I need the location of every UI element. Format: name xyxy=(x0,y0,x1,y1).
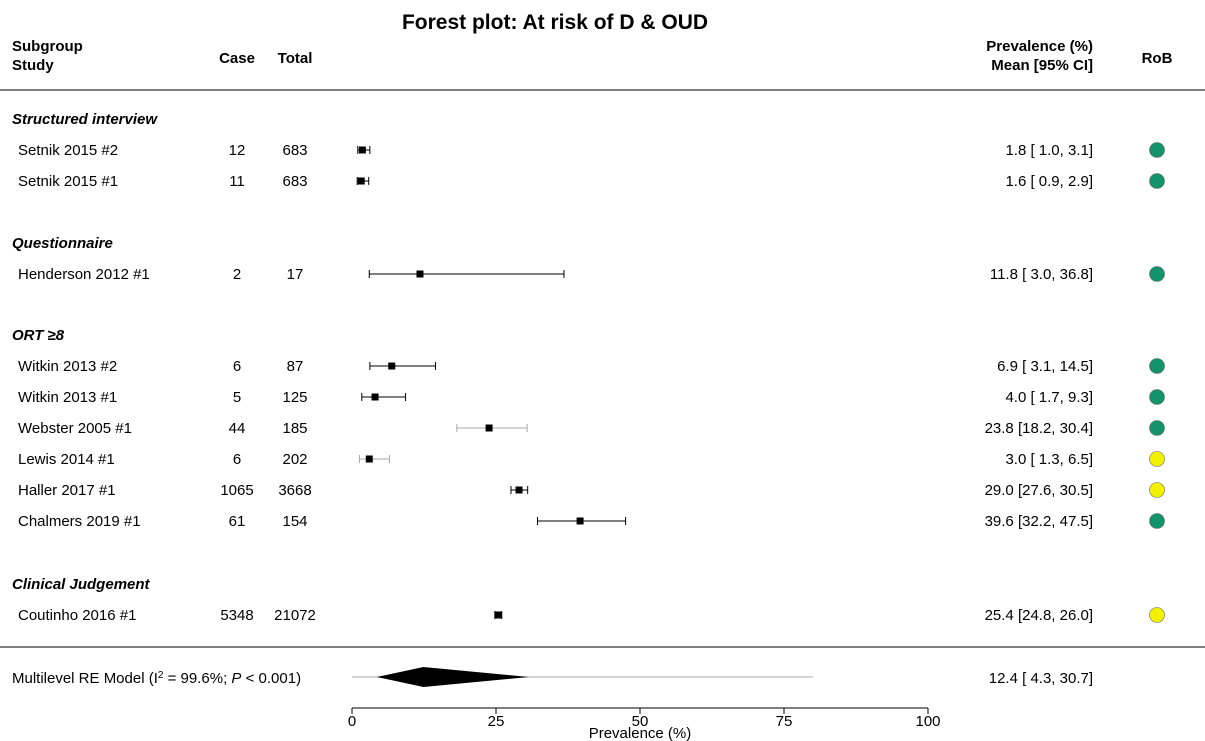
total-count: 154 xyxy=(282,513,307,530)
ci-text: 4.0 [ 1.7, 9.3] xyxy=(1005,389,1093,406)
total-count: 185 xyxy=(282,420,307,437)
ci-text: 1.8 [ 1.0, 3.1] xyxy=(1005,142,1093,159)
ci-text: 25.4 [24.8, 26.0] xyxy=(985,607,1093,624)
point-estimate xyxy=(576,517,584,525)
summary-label: Multilevel RE Model (I2 = 99.6%; P < 0.0… xyxy=(12,670,301,688)
subgroup-label: ORT ≥8 xyxy=(12,327,65,344)
point-estimate xyxy=(371,393,379,401)
total-count: 683 xyxy=(282,142,307,159)
case-count: 12 xyxy=(229,142,246,159)
total-count: 3668 xyxy=(278,482,311,499)
rob-dot xyxy=(1149,513,1165,529)
study-name: Chalmers 2019 #1 xyxy=(18,513,141,530)
header-rob: RoB xyxy=(1142,50,1173,67)
point-estimate xyxy=(388,362,396,370)
x-tick-label: 100 xyxy=(915,713,940,730)
point-estimate xyxy=(365,455,373,463)
total-count: 125 xyxy=(282,389,307,406)
point-estimate xyxy=(485,424,493,432)
x-tick-label: 50 xyxy=(632,713,649,730)
subgroup-label: Structured interview xyxy=(12,111,158,128)
x-tick-label: 25 xyxy=(488,713,505,730)
x-tick-label: 0 xyxy=(348,713,356,730)
ci-text: 23.8 [18.2, 30.4] xyxy=(985,420,1093,437)
case-count: 61 xyxy=(229,513,246,530)
case-count: 5 xyxy=(233,389,241,406)
rob-dot xyxy=(1149,142,1165,158)
study-name: Henderson 2012 #1 xyxy=(18,266,150,283)
summary-diamond xyxy=(376,667,529,687)
rob-dot xyxy=(1149,173,1165,189)
ci-text: 29.0 [27.6, 30.5] xyxy=(985,482,1093,499)
study-name: Webster 2005 #1 xyxy=(18,420,132,437)
rob-dot xyxy=(1149,482,1165,498)
header-prevalence: Prevalence (%) xyxy=(986,38,1093,55)
x-axis: 0 25 50 75 100 Prevalence (%) xyxy=(348,707,941,741)
chart-title: Forest plot: At risk of D & OUD xyxy=(402,11,708,34)
total-count: 17 xyxy=(287,266,304,283)
summary-label-part: 2 xyxy=(158,670,164,681)
point-estimate xyxy=(494,611,502,619)
x-tick-label: 75 xyxy=(776,713,793,730)
total-count: 202 xyxy=(282,451,307,468)
ci-text: 39.6 [32.2, 47.5] xyxy=(985,513,1093,530)
study-name: Setnik 2015 #2 xyxy=(18,142,118,159)
header-subgroup: Subgroup xyxy=(12,38,83,55)
point-estimate xyxy=(515,486,523,494)
summary-ci-text: 12.4 [ 4.3, 30.7] xyxy=(989,670,1093,687)
case-count: 5348 xyxy=(220,607,253,624)
header-study: Study xyxy=(12,57,54,74)
case-count: 44 xyxy=(229,420,246,437)
rob-dot xyxy=(1149,389,1165,405)
subgroup-label: Questionnaire xyxy=(12,235,113,252)
point-estimate xyxy=(358,146,366,154)
summary-label-part: = 99.6%; xyxy=(163,670,231,687)
study-name: Witkin 2013 #2 xyxy=(18,358,117,375)
total-count: 683 xyxy=(282,173,307,190)
ci-text: 11.8 [ 3.0, 36.8] xyxy=(990,266,1093,283)
study-name: Coutinho 2016 #1 xyxy=(18,607,136,624)
rob-dot xyxy=(1149,607,1165,623)
ci-text: 3.0 [ 1.3, 6.5] xyxy=(1005,451,1093,468)
summary-label-part: P xyxy=(231,670,241,687)
ci-text: 1.6 [ 0.9, 2.9] xyxy=(1005,173,1093,190)
header-case: Case xyxy=(219,50,255,67)
case-count: 1065 xyxy=(220,482,253,499)
header-mean-ci: Mean [95% CI] xyxy=(991,57,1093,74)
header-total: Total xyxy=(278,50,313,67)
summary-label-part: < 0.001) xyxy=(241,670,301,687)
point-estimate xyxy=(357,177,365,185)
total-count: 87 xyxy=(287,358,304,375)
rob-dot xyxy=(1149,358,1165,374)
study-name: Setnik 2015 #1 xyxy=(18,173,118,190)
summary-row: Multilevel RE Model (I2 = 99.6%; P < 0.0… xyxy=(12,667,1093,687)
rob-dot xyxy=(1149,420,1165,436)
total-count: 21072 xyxy=(274,607,316,624)
case-count: 6 xyxy=(233,451,241,468)
rob-dot xyxy=(1149,266,1165,282)
ci-text: 6.9 [ 3.1, 14.5] xyxy=(997,358,1093,375)
case-count: 6 xyxy=(233,358,241,375)
case-count: 11 xyxy=(229,173,245,190)
study-name: Lewis 2014 #1 xyxy=(18,451,115,468)
subgroup-label: Clinical Judgement xyxy=(12,576,151,593)
forest-rows: Structured interview Setnik 2015 #2 12 683 1… xyxy=(12,111,1165,624)
study-name: Witkin 2013 #1 xyxy=(18,389,117,406)
point-estimate xyxy=(416,270,424,278)
summary-label-part: Multilevel RE Model (I xyxy=(12,670,158,687)
rob-dot xyxy=(1149,451,1165,467)
case-count: 2 xyxy=(233,266,241,283)
study-name: Haller 2017 #1 xyxy=(18,482,116,499)
x-axis-label: Prevalence (%) xyxy=(589,725,692,741)
